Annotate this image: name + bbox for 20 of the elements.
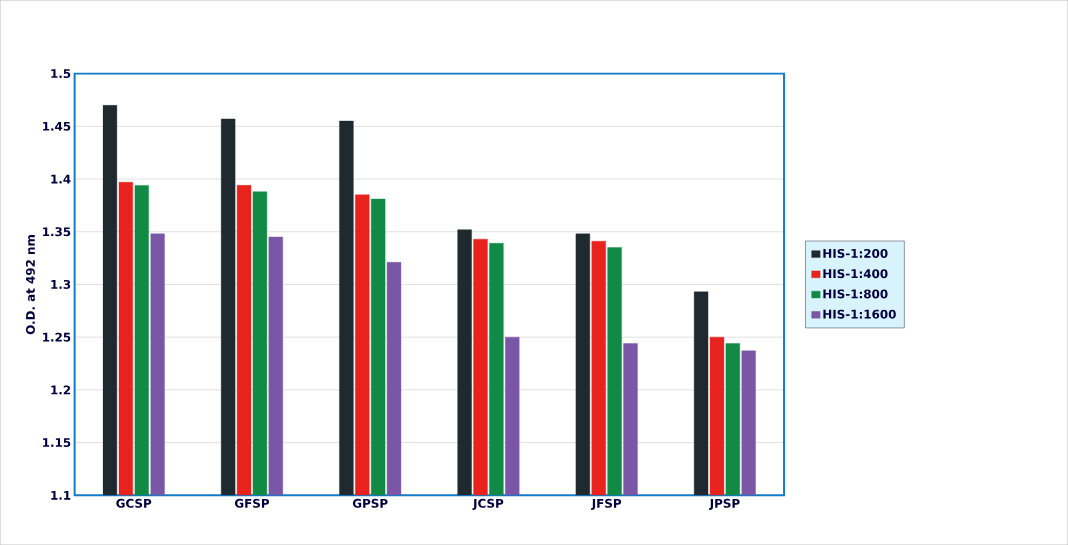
- x-tick-label: GPSP: [352, 498, 388, 508]
- x-tick-label: JCSP: [472, 498, 504, 510]
- y-tick-label: 1.5: [51, 69, 71, 78]
- y-axis-title: O.D. at 492 nm: [25, 235, 35, 335]
- x-tick-label: JPSP: [709, 498, 740, 510]
- legend-label: HIS-1:400: [823, 269, 888, 279]
- x-tick-label: JFSP: [591, 498, 622, 510]
- y-tick-label: 1.2: [51, 385, 71, 395]
- legend-label: HIS-1:200: [823, 248, 888, 258]
- y-tick-label: 1.25: [43, 332, 71, 342]
- x-tick-label: GFSP: [234, 498, 270, 508]
- y-tick-label: 1.3: [51, 279, 71, 289]
- legend-label: HIS-1:1600: [823, 309, 896, 319]
- y-tick-label: 1.4: [51, 174, 71, 184]
- y-tick-label: 1.35: [43, 227, 71, 237]
- y-tick-label: 1.15: [43, 438, 71, 447]
- x-tick-label: GCSP: [116, 498, 152, 508]
- y-tick-label: 1.45: [43, 121, 71, 131]
- y-tick-label: 1.1: [51, 490, 71, 500]
- legend-label: HIS-1:800: [823, 289, 888, 299]
